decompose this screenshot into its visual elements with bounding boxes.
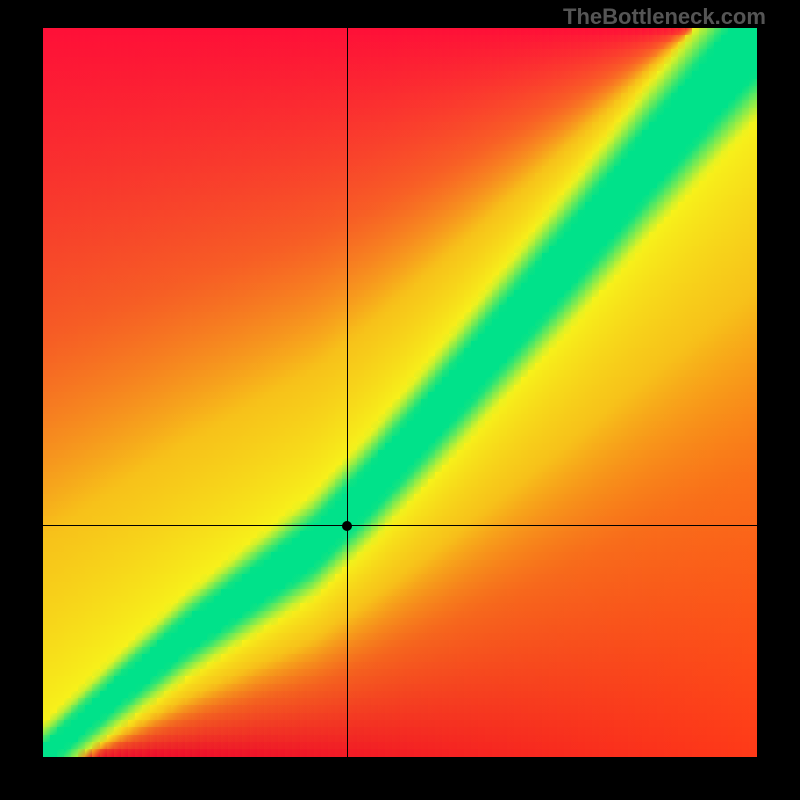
watermark-text: TheBottleneck.com [563,4,766,30]
crosshair-horizontal [43,525,757,526]
crosshair-vertical [347,28,348,757]
marker-dot [342,521,352,531]
chart-container: TheBottleneck.com [0,0,800,800]
heatmap-canvas [43,28,757,757]
